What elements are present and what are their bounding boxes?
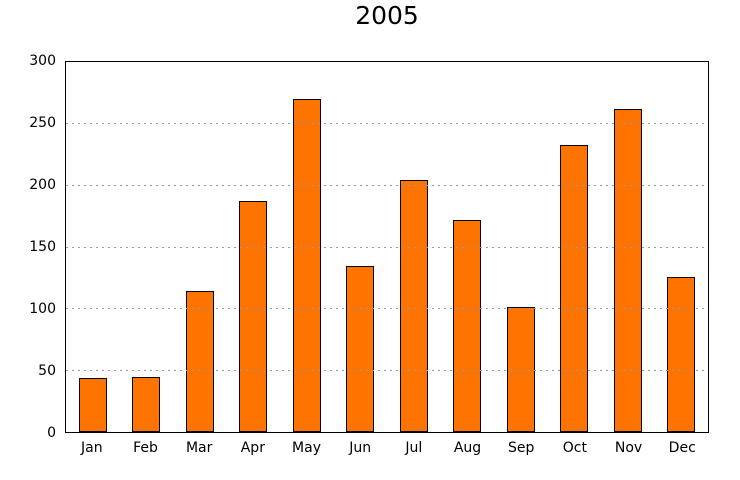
x-tick-label: Oct [562, 440, 587, 456]
bar-slot-dec [655, 62, 709, 432]
x-axis: Jan Feb Mar Apr May Jun Jul Aug Sep Oct Nov Dec [65, 440, 709, 456]
y-tick-label: 50 [38, 363, 56, 379]
chart-title: 2005 [355, 1, 419, 30]
bars-row [66, 62, 708, 432]
bar-aug [453, 219, 482, 432]
bar-dec [667, 276, 696, 432]
grid-line [66, 369, 708, 371]
y-tick-label: 300 [29, 53, 56, 69]
x-tick-label: Jan [81, 440, 103, 456]
bar-feb [132, 376, 161, 432]
plot-canvas [65, 61, 709, 433]
x-tick-label: Apr [240, 440, 265, 456]
bar-nov [613, 108, 642, 432]
bar-slot-mar [173, 62, 227, 432]
x-tick-label: Nov [614, 440, 643, 456]
bar-apr [239, 201, 268, 432]
y-tick-label: 100 [29, 301, 56, 317]
bar-slot-jul [387, 62, 441, 432]
x-tick-label: Mar [185, 440, 213, 456]
grid-line [66, 184, 708, 186]
x-tick-label: Sep [508, 440, 535, 456]
bar-mar [185, 291, 214, 432]
y-tick-label: 0 [47, 425, 56, 441]
grid-line [66, 123, 708, 125]
y-tick-label: 250 [29, 115, 56, 131]
bar-slot-jun [334, 62, 388, 432]
y-tick-label: 150 [29, 239, 56, 255]
x-tick-label: May [292, 440, 321, 456]
grid-line [66, 308, 708, 310]
bar-slot-sep [494, 62, 548, 432]
x-tick-label: Feb [133, 440, 158, 456]
bar-slot-nov [601, 62, 655, 432]
x-tick-label: Jun [349, 440, 372, 456]
bar-jan [78, 377, 107, 432]
y-tick-label: 200 [29, 177, 56, 193]
y-axis: 0 50 100 150 200 250 300 [0, 54, 56, 440]
grid-line [66, 246, 708, 248]
bar-slot-aug [441, 62, 495, 432]
bar-sep [506, 307, 535, 432]
x-tick-label: Dec [668, 440, 696, 456]
bar-may [292, 99, 321, 432]
bar-slot-apr [227, 62, 281, 432]
x-tick-label: Jul [405, 440, 423, 456]
bar-jun [346, 265, 375, 432]
bar-slot-oct [548, 62, 602, 432]
bar-slot-feb [120, 62, 174, 432]
bar-oct [560, 144, 589, 432]
bar-slot-jan [66, 62, 120, 432]
bar-jul [399, 180, 428, 432]
bar-slot-may [280, 62, 334, 432]
x-tick-label: Aug [453, 440, 482, 456]
